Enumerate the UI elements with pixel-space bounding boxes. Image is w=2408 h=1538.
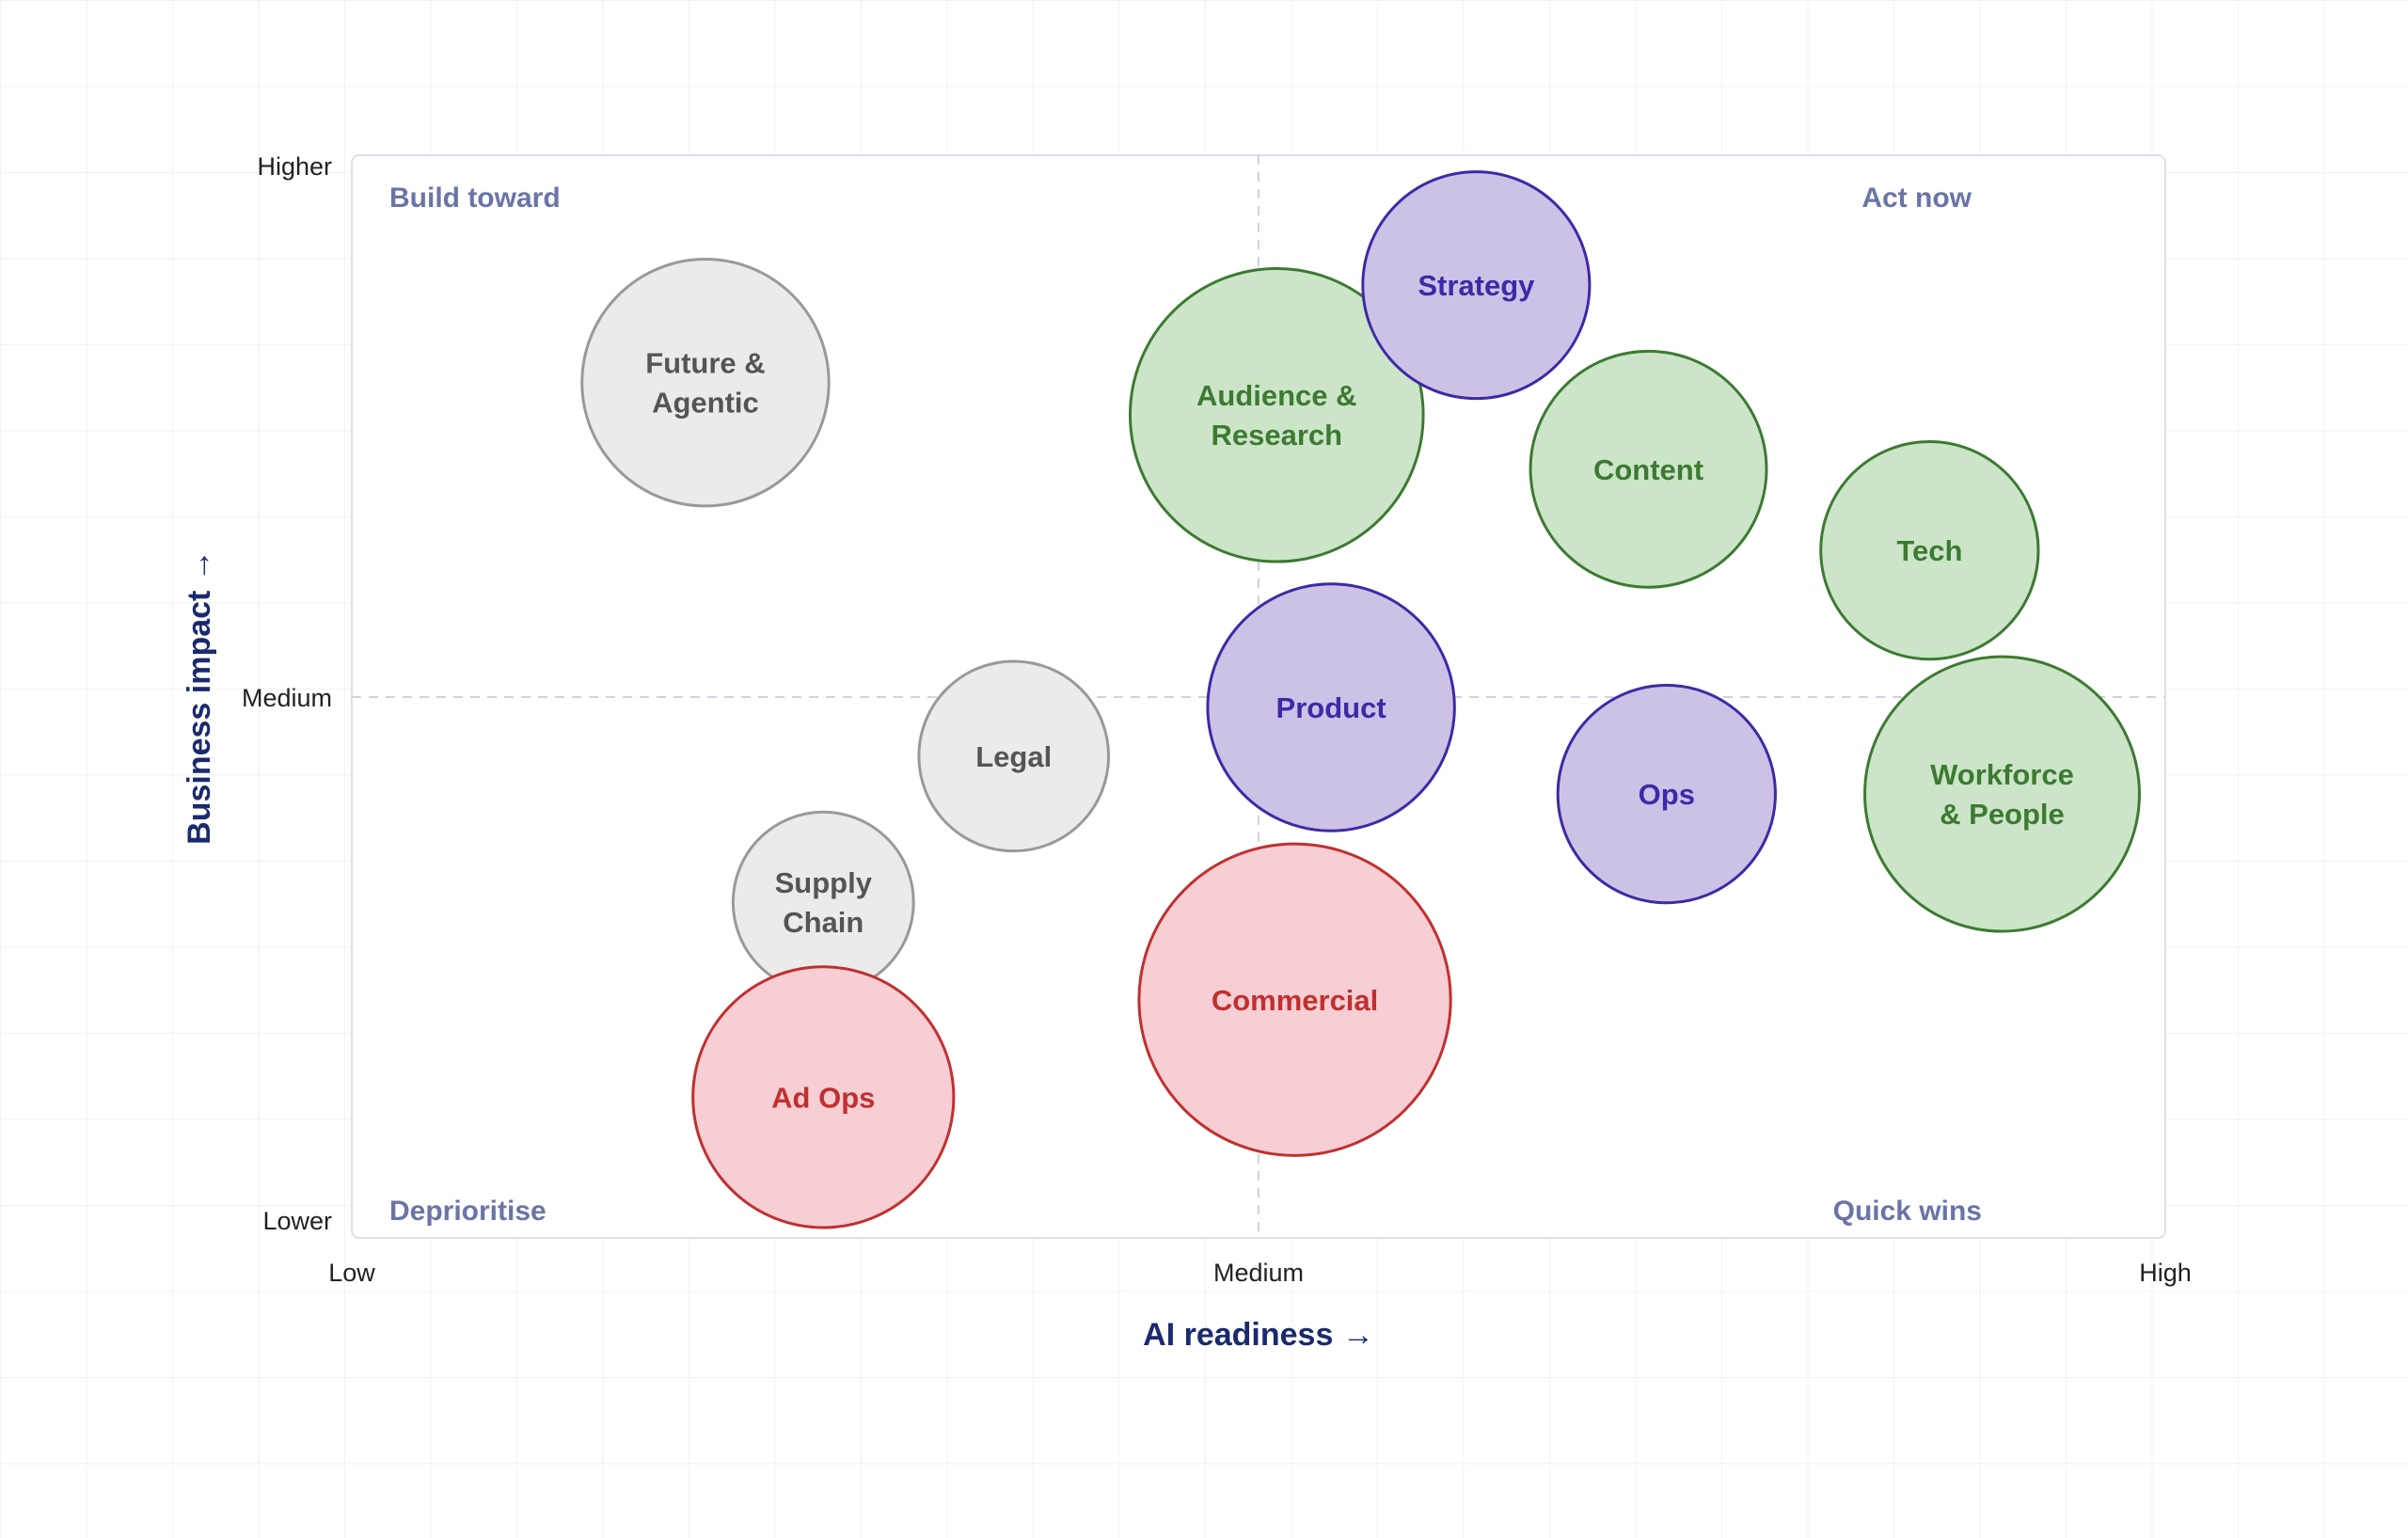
- bubble-circle-future-and-agentic: [580, 258, 831, 508]
- bubble-label-workforce-and-people: Workforce & People: [1930, 758, 2074, 831]
- x-tick-low: Low: [328, 1259, 375, 1287]
- bubble-ad-ops: Ad Ops: [691, 965, 956, 1229]
- bubble-circle-strategy: [1361, 170, 1592, 401]
- bubble-content: Content: [1529, 349, 1768, 589]
- bubble-circle-tech: [1819, 439, 2040, 661]
- bubble-circle-product: [1206, 582, 1456, 832]
- bubble-label-tech: Tech: [1896, 534, 1962, 567]
- bubble-label-line: Commercial: [1212, 984, 1378, 1017]
- y-tick-lower: Lower: [262, 1207, 332, 1235]
- bubble-circle-workforce-and-people: [1863, 655, 2141, 933]
- bubble-commercial: Commercial: [1137, 842, 1452, 1157]
- bubble-circle-ad-ops: [691, 965, 956, 1229]
- bubble-label-line: Workforce: [1930, 758, 2074, 791]
- bubble-label-line: Future &: [645, 347, 765, 380]
- bubble-label-commercial: Commercial: [1212, 984, 1378, 1017]
- bubble-label-ops: Ops: [1639, 778, 1695, 811]
- quadrant-label-quick-wins: Quick wins: [1833, 1196, 1982, 1227]
- bubble-label-line: Strategy: [1418, 269, 1535, 302]
- x-tick-medium: Medium: [1213, 1259, 1304, 1287]
- bubble-workforce-and-people: Workforce & People: [1863, 655, 2141, 933]
- bubble-circle-commercial: [1137, 842, 1452, 1157]
- bubble-layer: Future & Agentic Legal Supply Chain Ad Ops Aud…: [580, 170, 2141, 1229]
- bubble-label-line: Agentic: [652, 387, 759, 420]
- bubble-tech: Tech: [1819, 439, 2040, 661]
- quadrant-label-build-toward: Build toward: [389, 182, 561, 214]
- bubble-audience-and-research: Audience & Research: [1128, 266, 1425, 563]
- bubble-label-supply-chain: Supply Chain: [775, 866, 873, 939]
- bubble-circle-audience-and-research: [1128, 266, 1425, 563]
- bubble-label-line: Ops: [1639, 778, 1695, 811]
- quadrant-label-deprioritise: Deprioritise: [389, 1196, 547, 1227]
- bubble-label-line: & People: [1940, 798, 2065, 831]
- bubble-label-line: Product: [1276, 691, 1386, 724]
- bubble-strategy: Strategy: [1361, 170, 1592, 401]
- bubble-circle-content: [1529, 349, 1768, 589]
- bubble-label-line: Supply: [775, 866, 873, 899]
- bubble-label-product: Product: [1276, 691, 1386, 724]
- bubble-label-future-and-agentic: Future & Agentic: [645, 347, 765, 420]
- y-tick-higher: Higher: [257, 152, 332, 181]
- bubble-label-line: Audience &: [1196, 379, 1357, 412]
- y-axis-title: Business impact →: [182, 549, 217, 845]
- bubble-label-audience-and-research: Audience & Research: [1196, 379, 1357, 452]
- bubble-label-line: Tech: [1896, 534, 1962, 567]
- bubble-circle-ops: [1556, 683, 1777, 905]
- bubble-label-line: Legal: [975, 740, 1052, 773]
- y-tick-medium: Medium: [242, 684, 332, 712]
- bubble-label-line: Ad Ops: [771, 1081, 875, 1114]
- quadrant-label-act-now: Act now: [1861, 182, 1972, 214]
- bubble-future-and-agentic: Future & Agentic: [580, 258, 831, 508]
- bubble-label-strategy: Strategy: [1418, 269, 1535, 302]
- bubble-legal: Legal: [917, 659, 1111, 853]
- x-axis-title: AI readiness →: [1143, 1317, 1374, 1353]
- bubble-label-line: Chain: [783, 906, 863, 939]
- bubble-circle-legal: [917, 659, 1111, 853]
- bubble-product: Product: [1206, 582, 1456, 832]
- bubble-label-legal: Legal: [975, 740, 1052, 773]
- bubble-label-content: Content: [1593, 453, 1703, 486]
- bubble-label-line: Research: [1211, 419, 1342, 452]
- bubble-label-line: Content: [1593, 453, 1703, 486]
- bubble-label-ad-ops: Ad Ops: [771, 1081, 875, 1114]
- x-tick-high: High: [2139, 1259, 2192, 1287]
- bubble-ops: Ops: [1556, 683, 1777, 905]
